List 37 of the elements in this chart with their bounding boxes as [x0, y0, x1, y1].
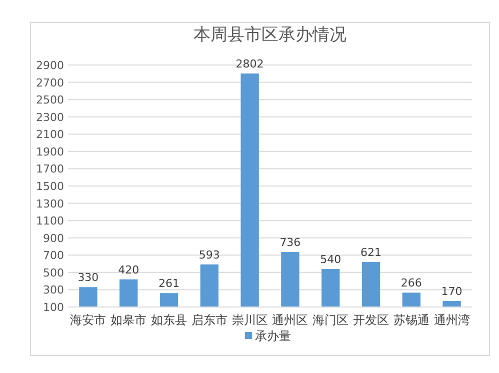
x-tick-label: 海门区 — [312, 313, 349, 327]
x-tick-label: 如皋市 — [110, 313, 147, 327]
y-tick-label: 2700 — [36, 76, 64, 90]
x-tick-label: 海安市 — [70, 313, 106, 327]
y-tick-label: 2900 — [36, 59, 64, 72]
y-tick-label: 700 — [43, 249, 64, 262]
data-label: 170 — [441, 284, 462, 298]
x-tick-label: 通州湾 — [434, 313, 470, 327]
data-label: 2802 — [236, 57, 264, 70]
data-label: 330 — [78, 271, 99, 284]
y-tick-label: 2500 — [36, 94, 64, 107]
data-label: 736 — [280, 236, 301, 250]
y-tick-label: 1900 — [36, 145, 64, 158]
x-tick-label: 苏锡通 — [393, 313, 430, 327]
y-tick-label: 100 — [43, 301, 64, 314]
x-tick-label: 如东县 — [151, 313, 187, 327]
data-label: 540 — [320, 252, 342, 266]
chart-title: 本周县市区承办情况 — [194, 25, 346, 45]
y-tick-label: 1300 — [36, 197, 64, 210]
y-tick-label: 1100 — [36, 214, 64, 228]
data-label: 261 — [158, 277, 180, 290]
data-label: 593 — [198, 248, 220, 262]
data-label: 621 — [360, 246, 382, 259]
y-tick-label: 2100 — [36, 128, 64, 142]
y-tick-label: 2300 — [36, 110, 64, 124]
legend-label: 承办量 — [255, 329, 291, 343]
y-tick-label: 300 — [43, 284, 64, 297]
data-label: 266 — [400, 276, 422, 290]
y-tick-label: 1500 — [36, 180, 64, 193]
y-tick-label: 900 — [43, 232, 64, 245]
y-tick-label: 1700 — [36, 162, 64, 176]
x-tick-label: 开发区 — [353, 313, 389, 327]
x-tick-label: 启东市 — [191, 313, 228, 327]
x-tick-label: 通州区 — [272, 313, 308, 327]
y-tick-label: 500 — [43, 266, 64, 280]
x-tick-label: 崇川区 — [232, 313, 268, 327]
data-label: 420 — [118, 263, 140, 276]
